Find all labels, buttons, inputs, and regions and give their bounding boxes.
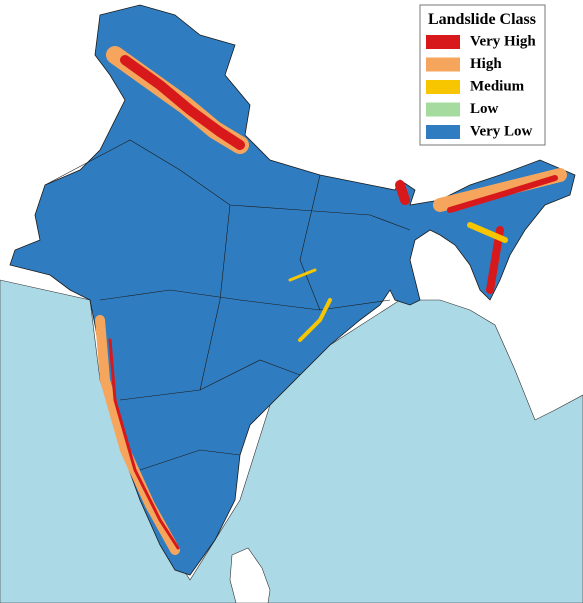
legend-swatch bbox=[426, 35, 460, 49]
legend-items: Very High High Medium Low Very Low bbox=[426, 33, 536, 139]
legend-box bbox=[419, 4, 546, 146]
legend-label: Medium bbox=[470, 78, 525, 94]
state-borders bbox=[44, 139, 411, 471]
legend-label: High bbox=[470, 56, 502, 72]
legend-label: Low bbox=[470, 101, 499, 117]
legend-label: Very High bbox=[470, 33, 536, 49]
hazard-zones bbox=[95, 46, 567, 555]
legend-title: Landslide Class bbox=[428, 11, 536, 28]
legend-label: Very Low bbox=[470, 123, 533, 139]
india-outline bbox=[9, 4, 576, 576]
legend-swatch bbox=[426, 57, 460, 72]
legend: Landslide Class Very HighHighMediumLowVe… bbox=[419, 4, 546, 146]
sri-lanka bbox=[229, 547, 271, 603]
legend-swatch bbox=[426, 102, 460, 117]
legend-swatch bbox=[426, 80, 460, 94]
legend-swatch bbox=[426, 125, 460, 139]
